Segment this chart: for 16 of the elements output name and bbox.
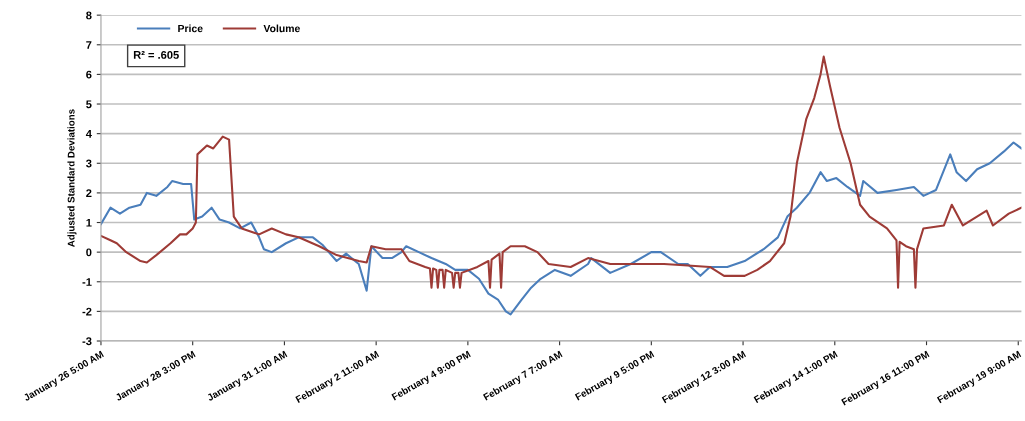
y-tick-label: -3 xyxy=(82,337,92,346)
y-tick-label: 3 xyxy=(86,159,92,168)
y-tick-label: 4 xyxy=(85,130,92,138)
y-axis-title: Adjusted Standard Deviations xyxy=(67,109,77,247)
y-tick-label: 8 xyxy=(86,11,92,20)
y-tick-label: -2 xyxy=(82,307,92,316)
y-tick-label: 1 xyxy=(86,218,92,227)
y-tick-label: 0 xyxy=(86,248,92,257)
y-tick-label: -1 xyxy=(82,278,92,286)
legend-label: Price xyxy=(178,24,203,33)
y-tick-label: 7 xyxy=(86,41,92,49)
legend-label: Volume xyxy=(263,24,300,33)
y-tick-label: 6 xyxy=(86,70,92,79)
y-tick-label: 5 xyxy=(86,100,92,109)
annotation: R² = .605 xyxy=(133,51,179,59)
y-tick-label: 2 xyxy=(86,189,92,197)
